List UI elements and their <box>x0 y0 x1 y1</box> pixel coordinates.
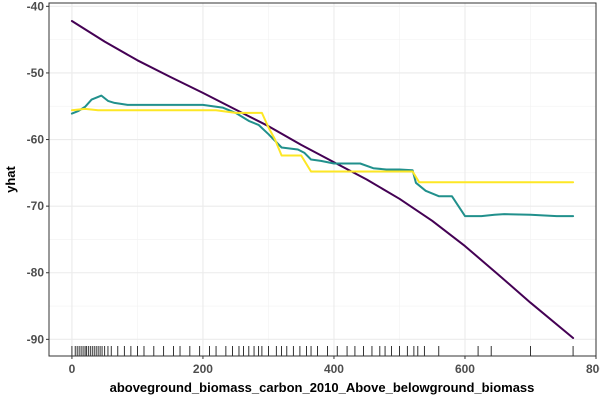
y-tick-label: -80 <box>27 266 45 280</box>
plot-panel-border <box>48 2 597 357</box>
series-line-3 <box>70 107 575 184</box>
x-tick-label: 800 <box>586 362 600 376</box>
x-axis: 0 200 400 600 800 <box>69 356 600 376</box>
y-tick-label: -60 <box>27 133 45 147</box>
series-line-2 <box>70 94 575 218</box>
y-tick-label: -70 <box>27 199 45 213</box>
x-tick-label: 0 <box>69 362 76 376</box>
y-axis-title: yhat <box>3 165 18 192</box>
x-tick-label: 200 <box>193 362 213 376</box>
x-tick-label: 600 <box>455 362 475 376</box>
y-tick-label: -90 <box>27 332 45 346</box>
rug <box>71 346 574 356</box>
x-axis-title: aboveground_biomass_carbon_2010_Above_be… <box>110 380 535 395</box>
y-tick-label: -50 <box>27 66 45 80</box>
y-axis: -40 -50 -60 -70 -80 -90 <box>27 0 49 346</box>
x-tick-label: 400 <box>324 362 344 376</box>
y-tick-label: -40 <box>27 0 45 13</box>
series-line-1 <box>70 20 575 339</box>
series-lines <box>70 20 575 339</box>
